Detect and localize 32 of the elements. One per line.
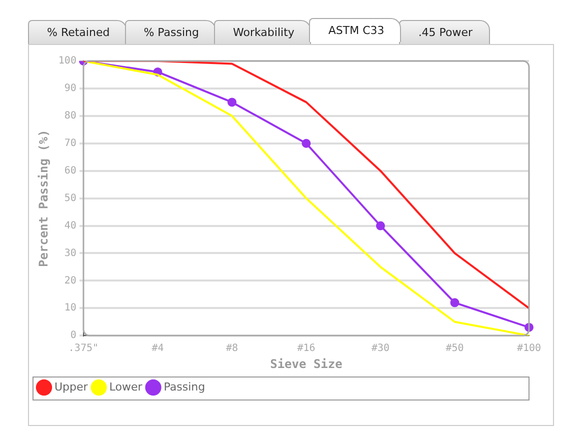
legend-label: Passing <box>164 380 206 394</box>
y-tick-label: 90 <box>64 83 76 94</box>
y-tick-label: 10 <box>64 302 76 314</box>
x-tick-label: #4 <box>152 343 164 354</box>
text: Workability <box>214 20 312 44</box>
point <box>302 138 311 148</box>
y-tick-label: 30 <box>64 248 76 259</box>
x-tick-label: #50 <box>446 343 464 354</box>
text: ASTM C33 <box>309 18 402 42</box>
point <box>376 221 385 230</box>
x-tick-label: .375" <box>68 343 99 354</box>
x-tick-label: #100 <box>516 343 542 354</box>
y-tick-label: 70 <box>64 138 76 149</box>
x-tick-label: #16 <box>297 343 316 354</box>
y-tick-label: 100 <box>58 56 76 67</box>
y-tick-label: 80 <box>64 110 76 122</box>
y-tick-label: 40 <box>64 220 76 232</box>
y-tick-label: 60 <box>64 165 76 176</box>
y-tick-label: 0 <box>70 330 76 342</box>
x-tick-label: #30 <box>371 343 390 354</box>
text: .45 Power <box>399 20 490 44</box>
y-axis-title: Percent Passing (%) <box>36 130 50 267</box>
text: % Passing <box>124 20 216 44</box>
y-tick-label: 50 <box>64 192 76 204</box>
x-axis-title: Sieve Size <box>270 356 342 371</box>
legend-label: Upper <box>54 380 88 394</box>
point <box>227 98 236 107</box>
x-tick-label: #8 <box>226 343 238 354</box>
y-tick-label: 20 <box>64 275 76 286</box>
point <box>450 298 460 308</box>
text: % Retained <box>28 20 127 44</box>
legend-label: Lower <box>109 380 143 394</box>
